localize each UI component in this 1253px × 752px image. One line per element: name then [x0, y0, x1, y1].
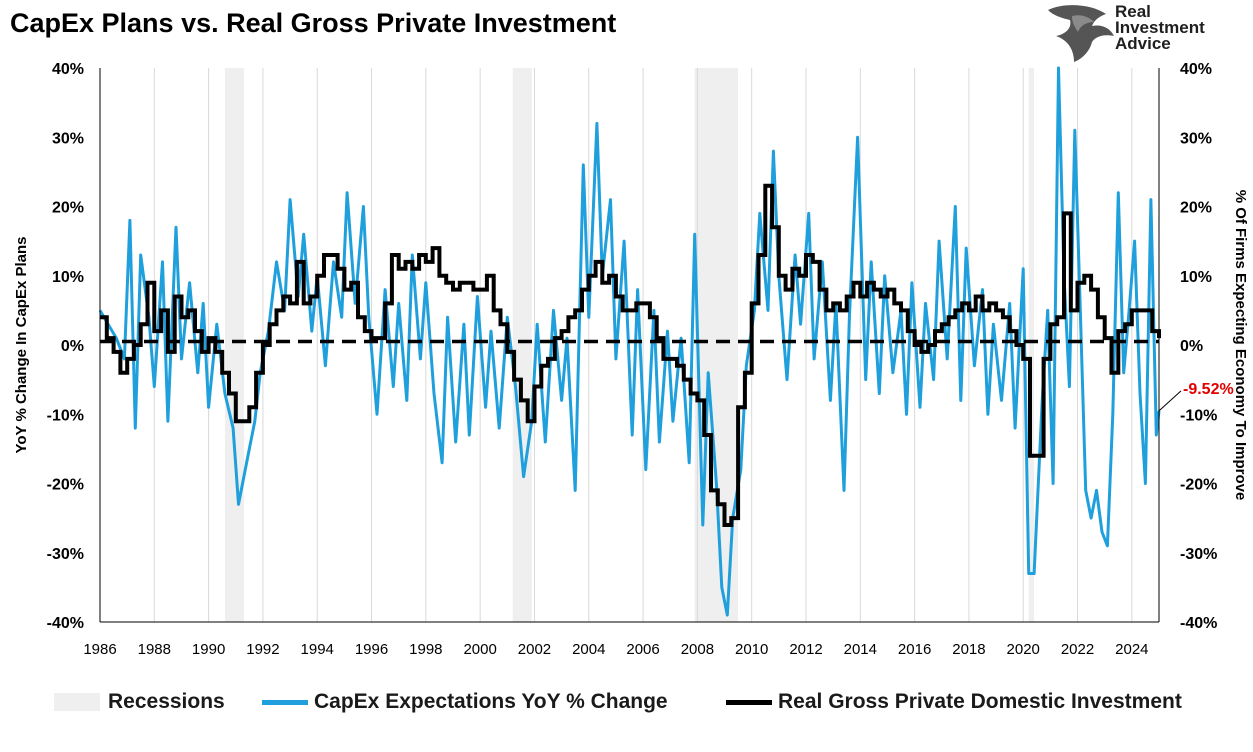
legend-swatch-recessions [54, 693, 100, 711]
legend-label-investment: Real Gross Private Domestic Investment [778, 690, 1182, 713]
legend-swatch-capex [262, 699, 308, 705]
logo-line-3: Advice [1115, 34, 1171, 53]
axes-group: 40% 40% 30% 30% 20% 20% 10% 10% 0% 0% -10% -10% -20%… [13, 61, 1249, 658]
x-tick-2008: 2008 [681, 641, 714, 658]
legend: Recessions CapEx Expectations YoY % Chan… [54, 686, 1244, 718]
recession-band-3 [1028, 68, 1035, 622]
y-tick-right-8: -40% [1180, 615, 1217, 632]
x-tick-1996: 1996 [355, 641, 388, 658]
x-tick-1990: 1990 [192, 641, 225, 658]
recession-bands [224, 68, 1035, 622]
y-tick-left-8: -40% [47, 615, 84, 632]
x-tick-2010: 2010 [735, 641, 768, 658]
logo-line-1: Real [1115, 2, 1151, 21]
x-tick-1998: 1998 [409, 641, 442, 658]
y-tick-left-7: -30% [47, 546, 84, 563]
y-axis-right-label: % Of Firms Expecting Economy To Improve [1232, 190, 1249, 501]
x-tick-1994: 1994 [301, 641, 334, 658]
y-tick-right-5: -10% [1180, 407, 1217, 424]
legend-label-recessions: Recessions [108, 690, 225, 713]
x-tick-2002: 2002 [518, 641, 551, 658]
y-tick-right-0: 40% [1180, 61, 1212, 78]
x-tick-2012: 2012 [789, 641, 822, 658]
y-tick-right-1: 30% [1180, 130, 1212, 147]
recession-band-0 [224, 68, 244, 622]
logo-eagle-icon [1048, 5, 1114, 62]
x-tick-2020: 2020 [1007, 641, 1040, 658]
y-tick-left-5: -10% [47, 407, 84, 424]
y-tick-right-2: 20% [1180, 200, 1212, 217]
legend-item-investment: Real Gross Private Domestic Investment [726, 686, 1182, 718]
legend-item-capex: CapEx Expectations YoY % Change [262, 686, 668, 718]
x-tick-2006: 2006 [626, 641, 659, 658]
y-tick-left-0: 40% [52, 61, 84, 78]
x-tick-2022: 2022 [1061, 641, 1094, 658]
logo-text: Real Investment Advice [1115, 2, 1205, 53]
y-tick-right-7: -30% [1180, 546, 1217, 563]
recession-band-1 [512, 68, 532, 622]
y-tick-right-4: 0% [1180, 338, 1203, 355]
y-tick-left-2: 20% [52, 200, 84, 217]
chart-title: CapEx Plans vs. Real Gross Private Inves… [10, 8, 617, 38]
x-tick-2016: 2016 [898, 641, 931, 658]
annotation-value-label: -9.52% [1183, 381, 1234, 398]
investment-series-line [100, 183, 1161, 527]
y-tick-left-3: 10% [52, 269, 84, 286]
annotation-leader-line [1158, 390, 1182, 412]
x-tick-1986: 1986 [83, 641, 116, 658]
x-tick-2018: 2018 [952, 641, 985, 658]
x-tick-2014: 2014 [844, 641, 877, 658]
legend-label-capex: CapEx Expectations YoY % Change [314, 690, 668, 713]
y-axis-left-label: YoY % Change In CapEx Plans [13, 236, 30, 453]
legend-item-recessions: Recessions [54, 686, 225, 718]
y-tick-right-3: 10% [1180, 269, 1212, 286]
x-tick-2024: 2024 [1115, 641, 1148, 658]
y-tick-left-4: 0% [61, 338, 84, 355]
investment-series-group [100, 183, 1161, 527]
x-tick-1988: 1988 [138, 641, 171, 658]
legend-swatch-investment [726, 699, 772, 705]
logo-line-2: Investment [1115, 18, 1205, 37]
y-tick-left-1: 30% [52, 130, 84, 147]
x-tick-2000: 2000 [463, 641, 496, 658]
x-tick-2004: 2004 [572, 641, 605, 658]
y-tick-right-6: -20% [1180, 477, 1217, 494]
annotation-group: -9.52% [1158, 381, 1234, 412]
y-tick-left-6: -20% [47, 477, 84, 494]
x-tick-1992: 1992 [246, 641, 279, 658]
